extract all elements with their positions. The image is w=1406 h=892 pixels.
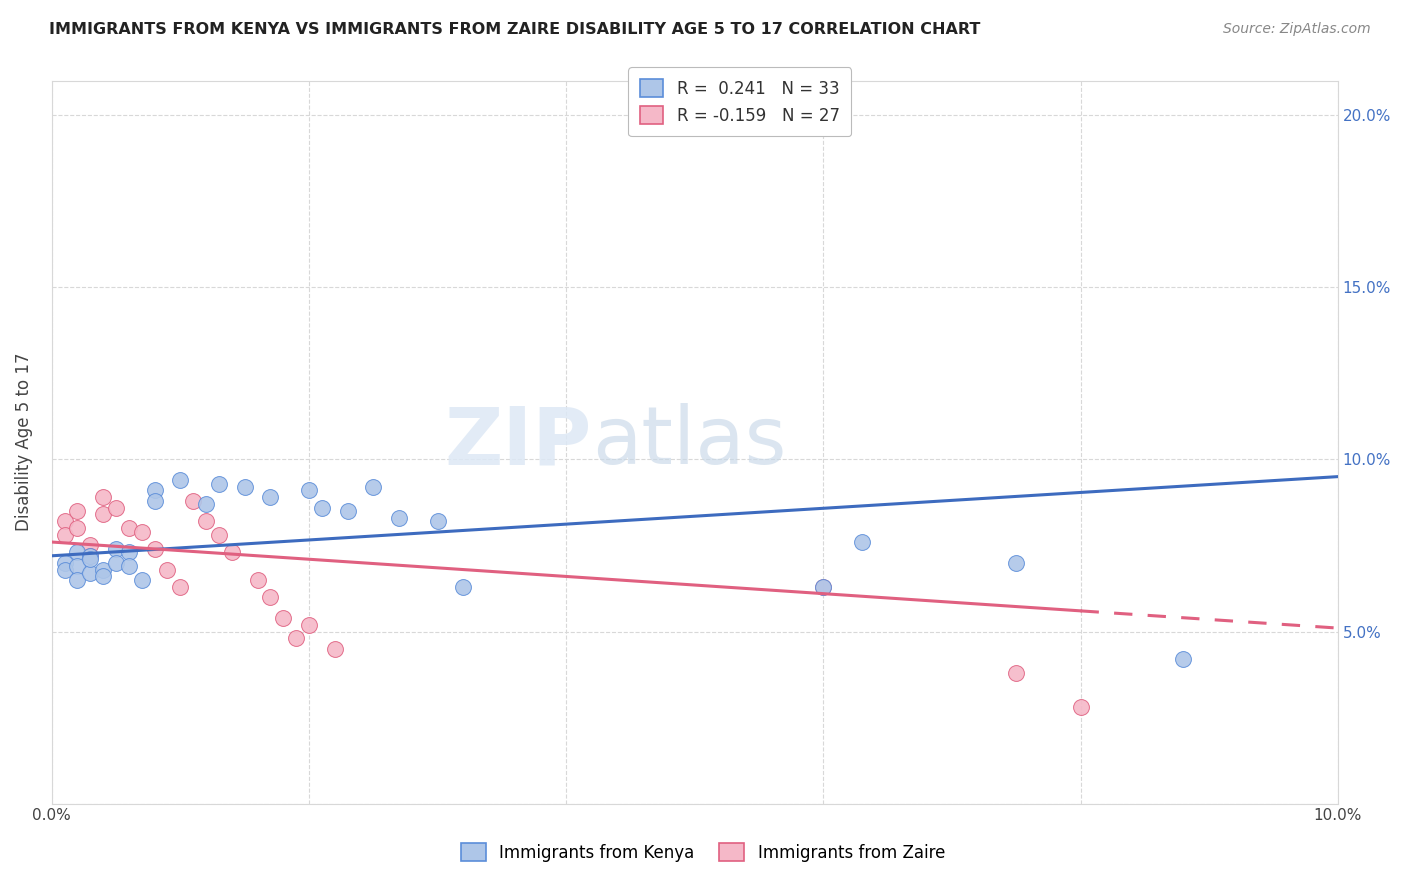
Point xyxy=(131,524,153,539)
Point xyxy=(181,493,204,508)
Point xyxy=(208,476,231,491)
Point xyxy=(1070,700,1092,714)
Point xyxy=(195,514,218,528)
Point xyxy=(118,545,141,559)
Point xyxy=(311,500,333,515)
Point xyxy=(91,508,114,522)
Point xyxy=(298,617,321,632)
Point xyxy=(105,500,128,515)
Point xyxy=(118,521,141,535)
Point xyxy=(66,545,89,559)
Point xyxy=(91,569,114,583)
Point xyxy=(298,483,321,498)
Point xyxy=(79,539,101,553)
Text: IMMIGRANTS FROM KENYA VS IMMIGRANTS FROM ZAIRE DISABILITY AGE 5 TO 17 CORRELATIO: IMMIGRANTS FROM KENYA VS IMMIGRANTS FROM… xyxy=(49,22,980,37)
Point xyxy=(66,504,89,518)
Point xyxy=(156,563,179,577)
Point xyxy=(66,559,89,574)
Point xyxy=(105,541,128,556)
Point xyxy=(131,573,153,587)
Point xyxy=(259,590,281,604)
Point xyxy=(388,511,411,525)
Point xyxy=(53,563,76,577)
Point xyxy=(1173,652,1195,666)
Point xyxy=(91,563,114,577)
Point xyxy=(79,552,101,566)
Point xyxy=(336,504,359,518)
Point xyxy=(79,566,101,580)
Point xyxy=(53,556,76,570)
Point xyxy=(143,483,166,498)
Point xyxy=(221,545,243,559)
Legend: R =  0.241   N = 33, R = -0.159   N = 27: R = 0.241 N = 33, R = -0.159 N = 27 xyxy=(628,68,851,136)
Point xyxy=(361,480,384,494)
Point xyxy=(813,580,835,594)
Point xyxy=(53,514,76,528)
Point xyxy=(246,573,269,587)
Point xyxy=(208,528,231,542)
Point xyxy=(451,580,474,594)
Point xyxy=(143,493,166,508)
Text: atlas: atlas xyxy=(592,403,786,481)
Point xyxy=(105,556,128,570)
Point xyxy=(91,490,114,504)
Point xyxy=(1005,556,1028,570)
Point xyxy=(813,580,835,594)
Point xyxy=(851,535,873,549)
Point xyxy=(66,521,89,535)
Point xyxy=(233,480,256,494)
Point xyxy=(259,490,281,504)
Point xyxy=(169,580,191,594)
Point xyxy=(285,632,308,646)
Text: ZIP: ZIP xyxy=(444,403,592,481)
Y-axis label: Disability Age 5 to 17: Disability Age 5 to 17 xyxy=(15,353,32,532)
Point xyxy=(169,473,191,487)
Point xyxy=(143,541,166,556)
Point xyxy=(118,559,141,574)
Legend: Immigrants from Kenya, Immigrants from Zaire: Immigrants from Kenya, Immigrants from Z… xyxy=(453,835,953,871)
Point xyxy=(66,573,89,587)
Point xyxy=(79,549,101,563)
Point xyxy=(195,497,218,511)
Point xyxy=(53,528,76,542)
Point xyxy=(79,549,101,563)
Point xyxy=(426,514,449,528)
Point xyxy=(271,611,294,625)
Point xyxy=(1005,665,1028,680)
Point xyxy=(323,641,346,656)
Text: Source: ZipAtlas.com: Source: ZipAtlas.com xyxy=(1223,22,1371,37)
